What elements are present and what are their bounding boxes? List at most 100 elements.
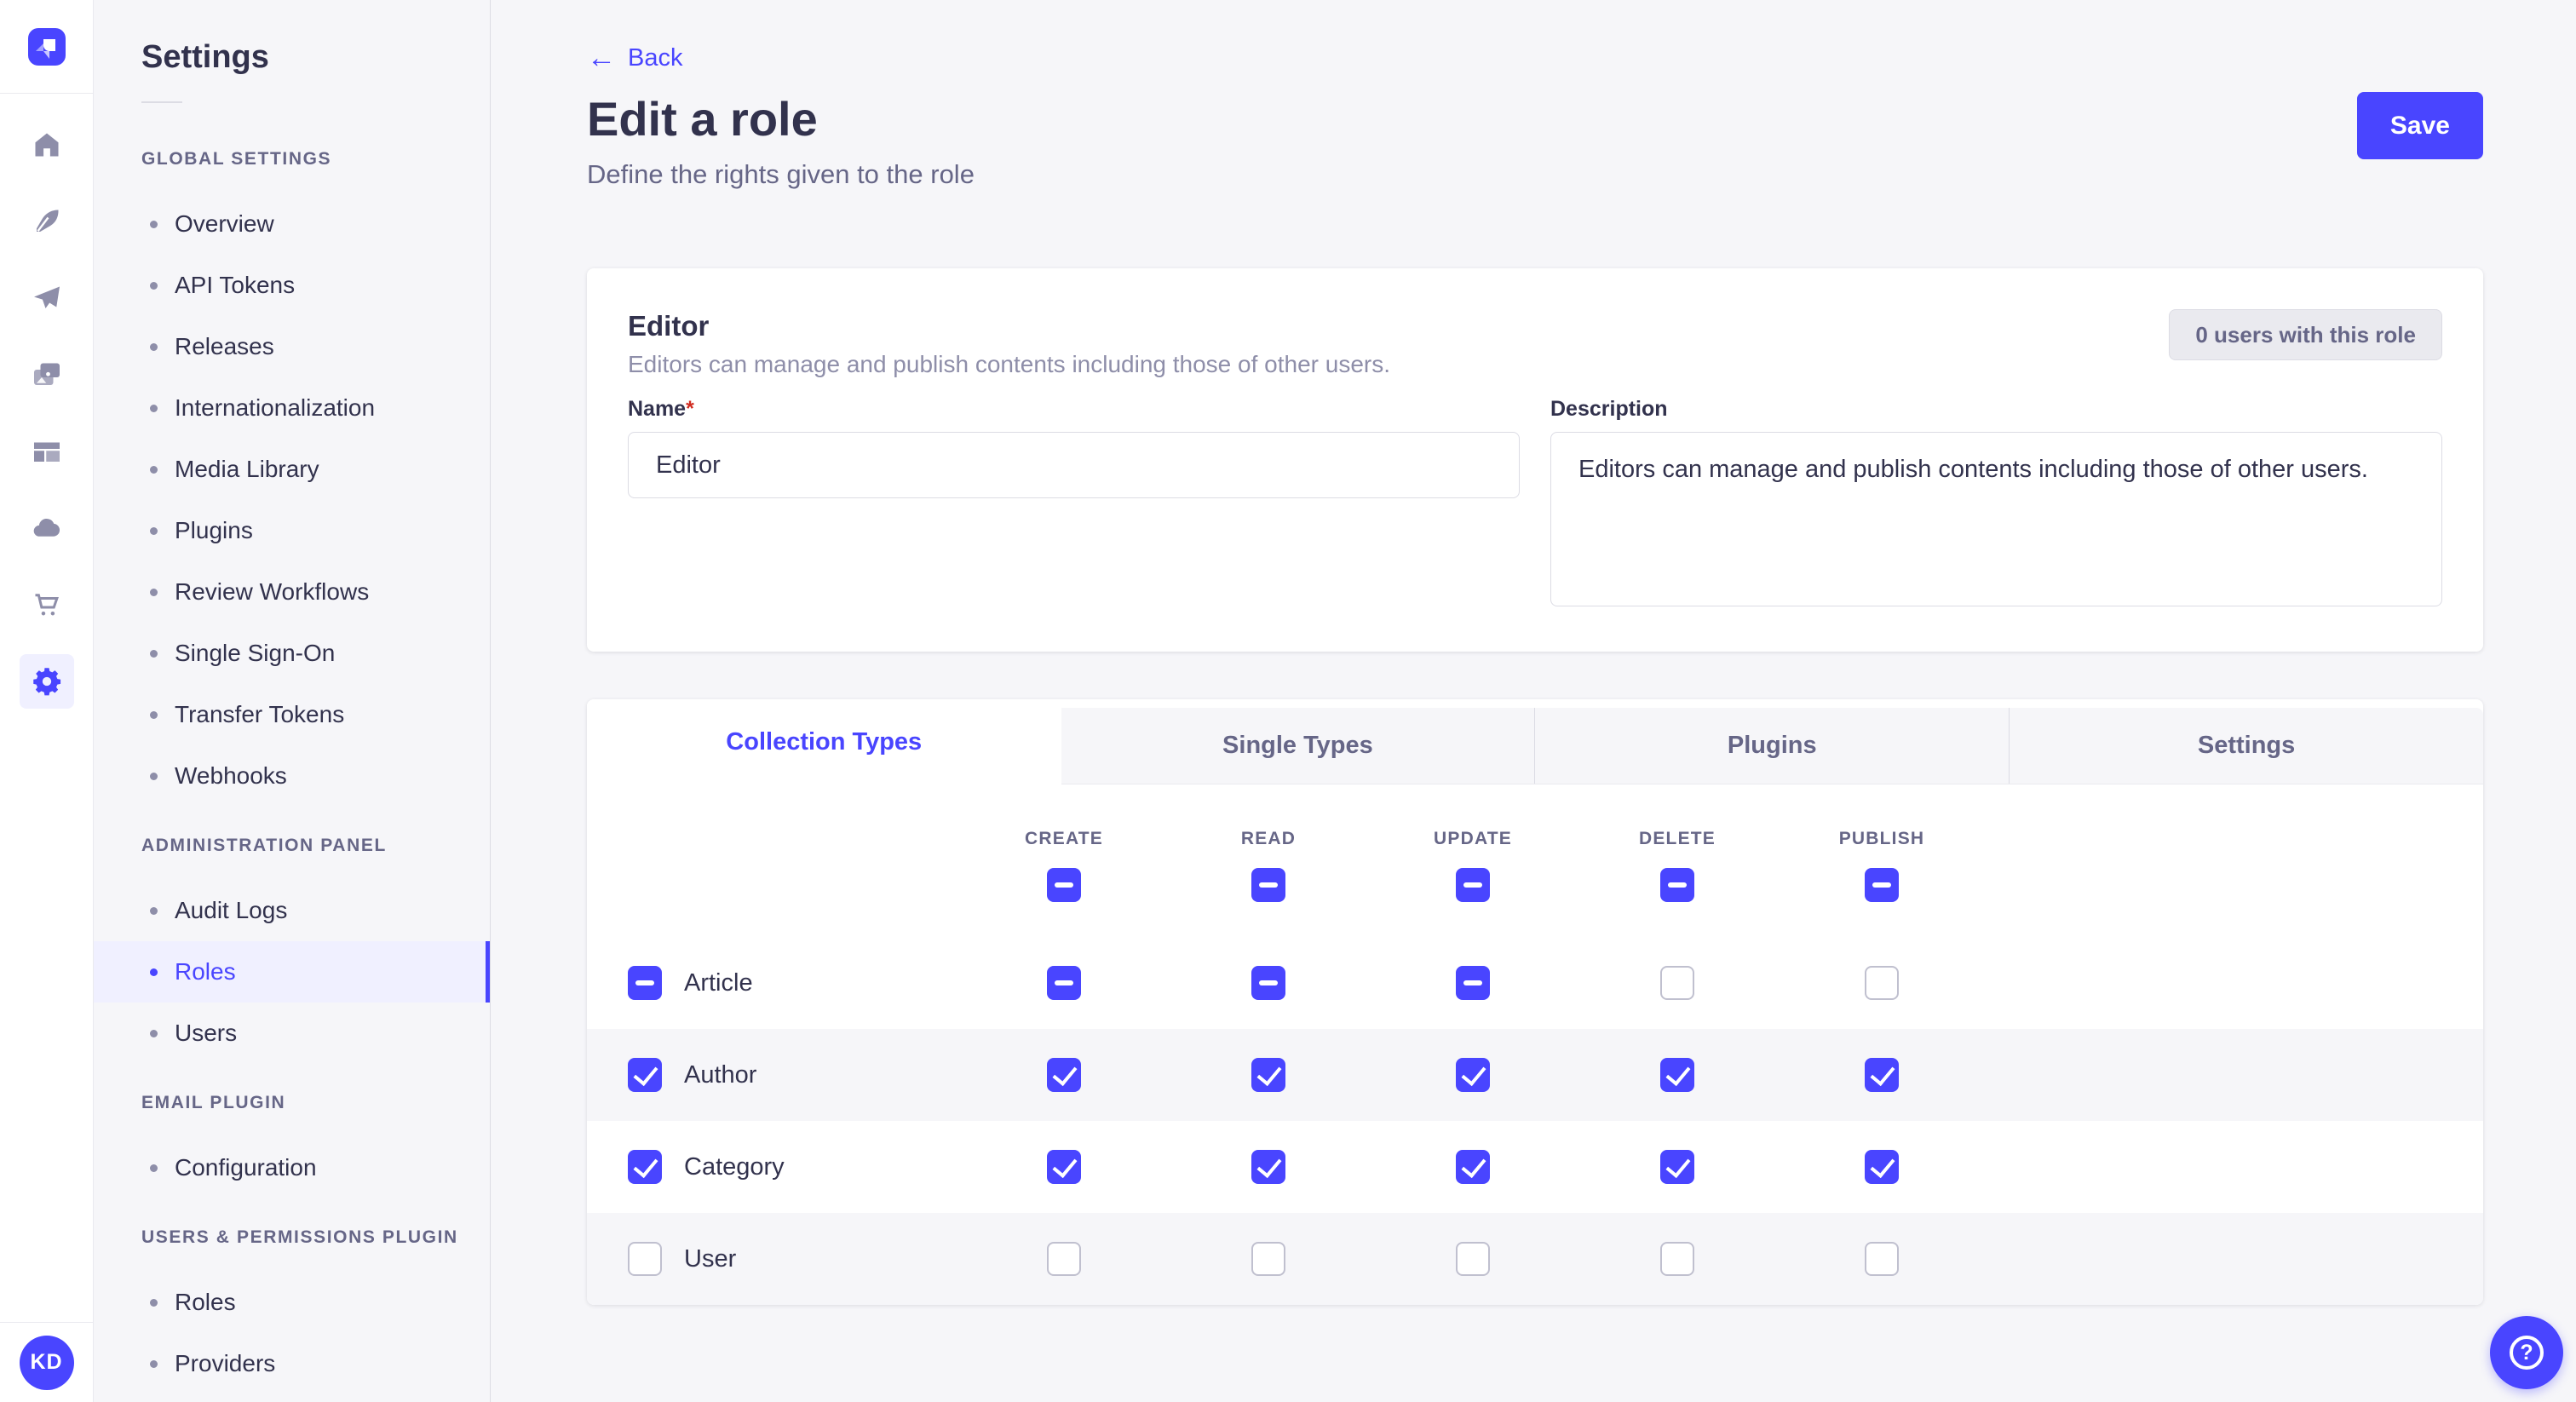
content-pen-icon[interactable] (20, 194, 74, 249)
users-with-role-badge[interactable]: 0 users with this role (2169, 309, 2442, 360)
category-row-checkbox[interactable] (628, 1150, 662, 1184)
user-avatar[interactable]: KD (19, 1335, 74, 1390)
bullet-icon (150, 968, 158, 976)
article-row-checkbox[interactable] (628, 966, 662, 1000)
name-field-group: Name* (628, 396, 1520, 611)
required-asterisk: * (686, 397, 694, 421)
article-publish-checkbox[interactable] (1865, 966, 1899, 1000)
page-subtitle: Define the rights given to the role (587, 159, 975, 189)
user-delete-checkbox[interactable] (1660, 1242, 1694, 1276)
article-create-checkbox[interactable] (1047, 966, 1081, 1000)
role-card-header: Editor Editors can manage and publish co… (628, 309, 2442, 379)
page-title: Edit a role (587, 92, 818, 146)
logo-container (0, 0, 93, 94)
sidebar-item-audit-logs[interactable]: Audit Logs (94, 880, 490, 941)
description-field-group: Description Editors can manage and publi… (1550, 396, 2442, 611)
sidebar-item-roles-active[interactable]: Roles (94, 941, 490, 1003)
author-read-checkbox[interactable] (1251, 1058, 1285, 1092)
user-update-checkbox[interactable] (1456, 1242, 1490, 1276)
tab-collection-types[interactable]: Collection Types (587, 699, 1061, 784)
section-administration-panel: ADMINISTRATION PANEL (141, 836, 387, 855)
sidebar-item-plugins[interactable]: Plugins (94, 500, 490, 561)
back-link-label[interactable]: Back (628, 44, 683, 72)
column-delete: DELETE (1575, 784, 1780, 937)
role-description-heading: Editors can manage and publish contents … (628, 351, 1391, 377)
author-create-checkbox[interactable] (1047, 1058, 1081, 1092)
global-settings-list: Overview API Tokens Releases Internation… (94, 193, 490, 807)
sidebar-item-providers[interactable]: Providers (94, 1333, 490, 1394)
strapi-logo-icon[interactable] (27, 27, 66, 66)
category-publish-checkbox[interactable] (1865, 1150, 1899, 1184)
row-spacer (1984, 937, 2483, 1029)
sidebar-item-releases[interactable]: Releases (94, 316, 490, 377)
row-label-cell: Category (587, 1121, 962, 1213)
description-field-label: Description (1550, 397, 1668, 421)
sidebar-item-api-tokens[interactable]: API Tokens (94, 255, 490, 316)
administration-panel-list: Audit Logs Roles Users (94, 880, 490, 1064)
tab-plugins[interactable]: Plugins (1534, 708, 2009, 784)
column-label-delete: DELETE (1638, 829, 1716, 848)
sidebar-item-review-workflows[interactable]: Review Workflows (94, 561, 490, 623)
save-button[interactable]: Save (2356, 92, 2483, 159)
email-plugin-list: Configuration (94, 1137, 490, 1198)
category-delete-checkbox[interactable] (1660, 1150, 1694, 1184)
bullet-icon (150, 906, 158, 915)
author-delete-checkbox[interactable] (1660, 1058, 1694, 1092)
user-read-checkbox[interactable] (1251, 1242, 1285, 1276)
select-all-read-checkbox[interactable] (1251, 868, 1285, 902)
back-button[interactable]: ← Back (587, 43, 682, 73)
select-all-update-checkbox[interactable] (1456, 868, 1490, 902)
column-label-update: UPDATE (1434, 829, 1512, 848)
tab-settings[interactable]: Settings (2009, 708, 2483, 784)
category-update-checkbox[interactable] (1456, 1150, 1490, 1184)
sidebar-item-users[interactable]: Users (94, 1003, 490, 1064)
role-fields: Name* Description Editors can manage and… (628, 396, 2442, 611)
author-update-checkbox[interactable] (1456, 1058, 1490, 1092)
sidebar-item-media-library[interactable]: Media Library (94, 439, 490, 500)
cloud-icon[interactable] (20, 501, 74, 555)
sidebar-item-webhooks[interactable]: Webhooks (94, 745, 490, 807)
name-input[interactable] (628, 432, 1520, 498)
send-plane-icon[interactable] (20, 271, 74, 325)
sidebar-item-transfer-tokens[interactable]: Transfer Tokens (94, 684, 490, 745)
article-read-checkbox[interactable] (1251, 966, 1285, 1000)
row-label-cell: User (587, 1213, 962, 1305)
column-publish: PUBLISH (1780, 784, 1984, 937)
sidebar-item-configuration[interactable]: Configuration (94, 1137, 490, 1198)
description-textarea[interactable]: Editors can manage and publish contents … (1550, 432, 2442, 606)
category-create-checkbox[interactable] (1047, 1150, 1081, 1184)
home-icon[interactable] (20, 118, 74, 172)
help-button[interactable]: ? (2490, 1316, 2563, 1389)
row-label: User (684, 1244, 737, 1273)
select-all-create-checkbox[interactable] (1047, 868, 1081, 902)
select-all-publish-checkbox[interactable] (1865, 868, 1899, 902)
category-read-checkbox[interactable] (1251, 1150, 1285, 1184)
sidebar-item-single-sign-on[interactable]: Single Sign-On (94, 623, 490, 684)
marketplace-cart-icon[interactable] (20, 577, 74, 632)
row-label: Article (684, 968, 753, 997)
select-all-delete-checkbox[interactable] (1660, 868, 1694, 902)
author-publish-checkbox[interactable] (1865, 1058, 1899, 1092)
bullet-icon (150, 281, 158, 290)
article-update-checkbox[interactable] (1456, 966, 1490, 1000)
tab-single-types[interactable]: Single Types (1222, 732, 1373, 759)
user-publish-checkbox[interactable] (1865, 1242, 1899, 1276)
media-library-icon[interactable] (20, 348, 74, 402)
user-create-checkbox[interactable] (1047, 1242, 1081, 1276)
bullet-icon (150, 710, 158, 719)
row-spacer (1984, 1121, 2483, 1213)
layout-builder-icon[interactable] (20, 424, 74, 479)
rail-nav (19, 118, 74, 709)
sidebar-item-overview[interactable]: Overview (94, 193, 490, 255)
author-row-checkbox[interactable] (628, 1058, 662, 1092)
bullet-icon (150, 649, 158, 658)
sidebar-item-up-roles[interactable]: Roles (94, 1272, 490, 1333)
user-row-checkbox[interactable] (628, 1242, 662, 1276)
settings-gear-icon[interactable] (19, 654, 74, 709)
app-rail: KD (0, 0, 94, 1402)
article-delete-checkbox[interactable] (1660, 966, 1694, 1000)
bullet-icon (150, 588, 158, 596)
permissions-card: Collection Types Single Types Plugins Se… (587, 699, 2483, 1305)
sidebar-item-internationalization[interactable]: Internationalization (94, 377, 490, 439)
column-read: READ (1166, 784, 1371, 937)
